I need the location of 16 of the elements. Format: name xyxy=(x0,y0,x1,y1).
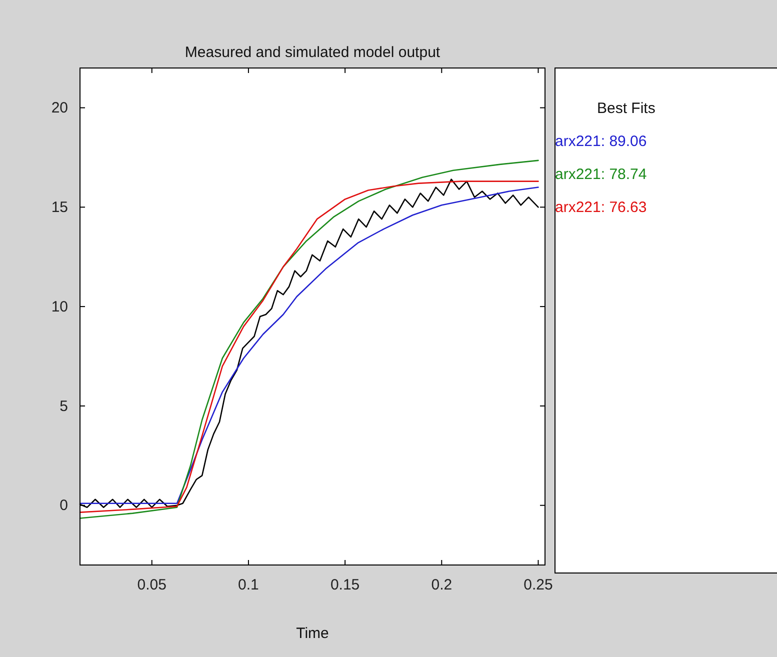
x-tick-label: 0.2 xyxy=(431,576,452,594)
y-tick-label: 5 xyxy=(60,398,68,415)
y-tick-label: 20 xyxy=(51,100,68,117)
legend-title: Best Fits xyxy=(597,100,656,117)
y-tick-label: 15 xyxy=(51,198,68,216)
series-label: arx221: 76.63 xyxy=(555,199,647,216)
y-tick-label: 10 xyxy=(51,298,68,316)
x-tick-label: 0.1 xyxy=(238,576,259,594)
chart-title: Measured and simulated model output xyxy=(184,44,441,61)
y-tick-label: 0 xyxy=(60,497,68,514)
x-tick-label: 0.05 xyxy=(137,576,166,594)
series-label: arx221: 78.74 xyxy=(555,166,647,183)
x-tick-label: 0.25 xyxy=(524,576,553,594)
x-axis-title: Time xyxy=(296,625,329,642)
x-tick-label: 0.15 xyxy=(330,576,360,594)
text: arx221: 89.06 xyxy=(555,133,647,150)
